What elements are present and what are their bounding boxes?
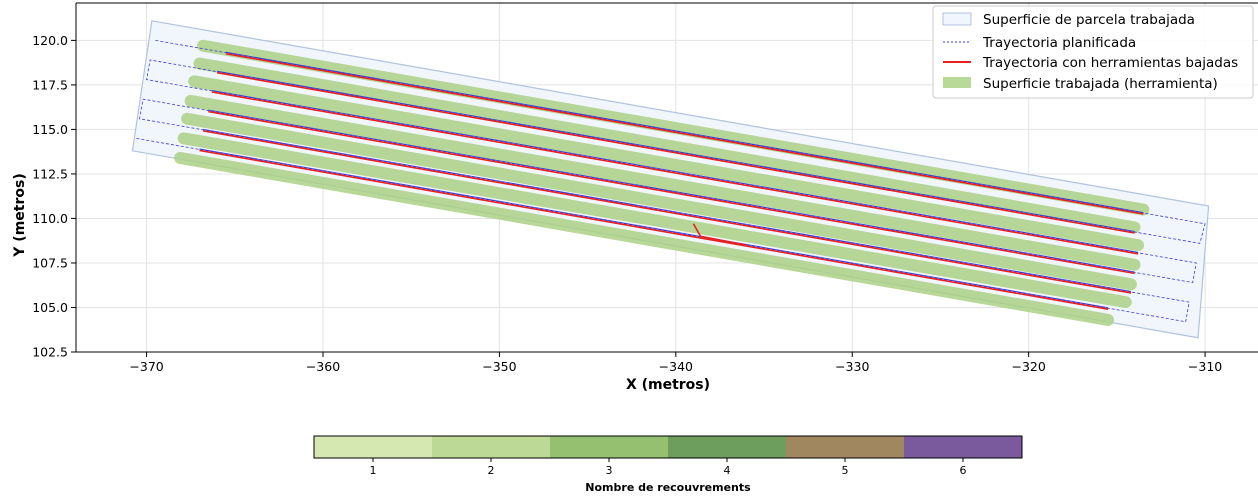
- actual-trajectory-pass: [202, 130, 1132, 294]
- colorbar-segment: [668, 436, 786, 458]
- colorbar-tick-label: 6: [960, 464, 967, 477]
- legend-frame: [932, 5, 1254, 99]
- y-tick-label: 110.0: [32, 211, 68, 226]
- y-tick-label: 107.5: [32, 255, 68, 270]
- colorbar-tick-label: 3: [606, 464, 613, 477]
- x-tick-label: −340: [659, 359, 693, 374]
- x-tick-label: −370: [129, 359, 163, 374]
- actual-trajectory-pass: [208, 110, 1135, 275]
- colorbar-tick-label: 4: [724, 464, 731, 477]
- worked-band: [174, 151, 1115, 326]
- legend-label-actual: Trayectoria con herramientas bajadas: [982, 55, 1238, 71]
- colorbar: 1 2 3 4 5 6: [313, 435, 1023, 477]
- legend-label-worked: Superficie trabajada (herramienta): [983, 76, 1218, 92]
- colorbar-segment: [550, 436, 668, 458]
- colorbar-tick-label: 1: [370, 464, 377, 477]
- colorbar-segment: [432, 436, 550, 458]
- colorbar-segment: [314, 436, 432, 458]
- legend: Superficie de parcela trabajada Trayecto…: [932, 5, 1254, 99]
- colorbar-segment: [904, 436, 1022, 458]
- y-tick-label: 120.0: [32, 33, 68, 48]
- x-tick-label: −310: [1188, 359, 1222, 374]
- y-axis-label: Y (metros): [12, 173, 28, 257]
- planned-trajectory: [135, 39, 1206, 323]
- x-tick-label: −350: [482, 359, 516, 374]
- x-tick-label: −320: [1011, 359, 1045, 374]
- colorbar-tick-label: 5: [842, 464, 849, 477]
- x-axis-label: X (metros): [626, 377, 710, 393]
- actual-trajectory-pass: [225, 52, 1144, 215]
- planned-trajectory-pass: [225, 51, 1144, 213]
- x-tick-label: −330: [835, 359, 869, 374]
- worked-band: [177, 132, 1132, 309]
- worked-band: [193, 57, 1141, 234]
- y-tick-label: 117.5: [32, 77, 68, 92]
- y-tick-label: 105.0: [32, 300, 68, 315]
- y-tick-label: 115.0: [32, 122, 68, 137]
- actual-trajectory-pass: [211, 91, 1139, 255]
- planned-trajectory-pass: [208, 109, 1135, 273]
- actual-trajectory-pass: [216, 71, 1135, 234]
- planned-trajectory-pass: [202, 128, 1132, 292]
- worked-band: [184, 94, 1141, 271]
- colorbar-label: Nombre de recouvrements: [585, 481, 751, 494]
- planned-trajectory-pass: [211, 90, 1139, 253]
- colorbar-segment: [786, 436, 904, 458]
- legend-swatch-worked: [943, 77, 971, 88]
- colorbar-tick-label: 2: [488, 464, 495, 477]
- actual-trajectory-pass: [199, 149, 1109, 310]
- actual-trajectory-stray: [692, 223, 747, 246]
- x-tick-label: −360: [306, 359, 340, 374]
- legend-swatch-parcel: [942, 12, 972, 26]
- planned-trajectory-pass: [199, 148, 1109, 309]
- colorbar-frame: [313, 435, 1023, 459]
- legend-label-planned: Trayectoria planificada: [982, 35, 1136, 51]
- worked-band: [188, 75, 1145, 252]
- y-tick-label: 112.5: [32, 166, 68, 181]
- legend-label-parcel: Superficie de parcela trabajada: [983, 12, 1195, 28]
- y-tick-label: 102.5: [32, 345, 68, 360]
- plot-area: −370 −360 −350 −340 −330 −320 −310 102.5 105.0 10…: [32, 2, 1258, 374]
- planned-trajectory-pass: [217, 70, 1135, 232]
- worked-band: [181, 112, 1137, 291]
- worked-band: [197, 39, 1150, 216]
